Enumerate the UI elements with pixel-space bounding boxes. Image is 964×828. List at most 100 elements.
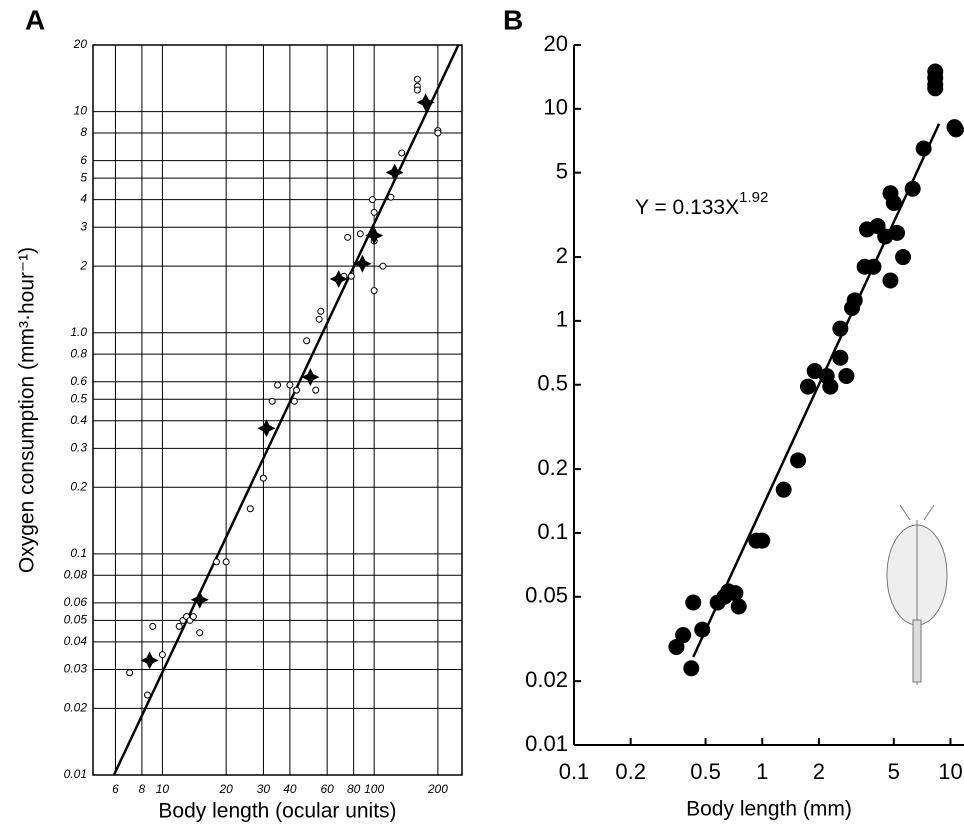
fit-line [112, 44, 460, 776]
x-tick-label: 2 [813, 759, 825, 784]
y-tick-label: 0.01 [64, 767, 87, 781]
data-point [301, 368, 320, 387]
x-axis-label: Body length (mm) [686, 798, 852, 821]
x-tick-label: 8 [139, 782, 146, 796]
data-point [370, 208, 378, 216]
data-point [317, 307, 325, 315]
data-point [730, 598, 747, 615]
data-point [775, 481, 792, 498]
data-point [694, 621, 711, 638]
data-point [212, 558, 220, 566]
data-point [387, 193, 395, 201]
data-point [175, 622, 183, 630]
y-tick-label: 0.02 [64, 701, 88, 715]
y-tick-label: 0.04 [64, 634, 88, 648]
data-point [865, 258, 882, 275]
y-tick-label: 20 [544, 31, 568, 56]
panel: A 6 8 10 20 30 40 60 80 100 200 0.01 0.02 0.03 0.04 0.0… [16, 4, 463, 823]
data-point [274, 381, 282, 389]
data-point [290, 397, 298, 405]
x-tick-label: 1 [756, 759, 768, 784]
x-tick-label: 6 [112, 782, 119, 796]
organism-sketch [886, 504, 948, 685]
x-tick-label: 200 [427, 782, 448, 796]
fit-line [692, 123, 941, 658]
data-point [846, 292, 863, 309]
data-point [832, 320, 849, 337]
data-point [799, 378, 816, 395]
data-point [246, 505, 254, 513]
x-tick-label: 100 [364, 782, 384, 796]
data-point [889, 224, 906, 241]
y-tick-label: 0.4 [70, 413, 87, 427]
data-point [143, 691, 151, 699]
equation-exponent: 1.92 [739, 189, 768, 206]
data-point [416, 93, 435, 112]
y-tick-label: 0.5 [537, 371, 568, 396]
y-tick-label: 6 [80, 153, 87, 167]
y-tick-label: 1 [556, 307, 568, 332]
data-point [312, 386, 320, 394]
x-tick-label: 60 [320, 782, 334, 796]
data-point [822, 378, 839, 395]
y-tick-label: 0.8 [70, 346, 87, 360]
y-tick-label: 5 [80, 170, 87, 184]
data-point [303, 337, 311, 345]
data-point [413, 75, 421, 83]
y-tick-label: 0.05 [525, 583, 568, 608]
x-axis-label: Body length (ocular units) [158, 800, 396, 823]
data-point [882, 272, 899, 289]
y-tick-label: 0.06 [64, 595, 88, 609]
y-tick-label: 0.6 [70, 374, 87, 388]
y-tick-label: 10 [544, 95, 568, 120]
y-tick-label: 0.2 [70, 479, 87, 493]
x-tick-label: 0.2 [615, 759, 646, 784]
equation-text: Y = 0.133X [635, 196, 739, 219]
panel-label: B [503, 4, 523, 35]
x-tick-label: 40 [283, 782, 297, 796]
y-tick-label: 4 [80, 192, 87, 206]
data-point [196, 629, 204, 637]
y-tick-label: 2 [79, 258, 87, 272]
data-point [790, 452, 807, 469]
data-point [379, 262, 387, 270]
data-point [904, 180, 921, 197]
y-tick-label: 0.2 [537, 455, 568, 480]
x-tick-label: 0.5 [690, 759, 721, 784]
data-point [838, 367, 855, 384]
y-tick-label: 0.03 [64, 662, 88, 676]
data-point [286, 381, 294, 389]
data-point [806, 363, 823, 380]
x-tick-label: 30 [257, 782, 271, 796]
data-point [126, 669, 134, 677]
data-point [668, 638, 685, 655]
y-tick-label: 20 [73, 37, 88, 51]
data-point [685, 594, 702, 611]
data-point [347, 272, 355, 280]
data-point [189, 613, 197, 621]
data-point [927, 63, 944, 80]
y-tick-label: 1.0 [70, 325, 87, 339]
y-axis-label: Oxygen consumption (mm³·hour⁻¹) [16, 247, 39, 573]
data-point [895, 249, 912, 266]
y-tick-label: 10 [74, 104, 88, 118]
data-point [158, 651, 166, 659]
y-tick-label: 0.01 [525, 731, 568, 756]
data-point [413, 86, 421, 94]
data-point [353, 254, 372, 273]
data-point [385, 163, 404, 182]
data-point [948, 121, 964, 138]
data-point [832, 349, 849, 366]
y-tick-label: 3 [80, 219, 87, 233]
y-tick-label: 0.1 [537, 519, 568, 544]
data-point [329, 269, 348, 288]
data-point [754, 532, 771, 549]
data-point [222, 558, 230, 566]
data-point [293, 386, 301, 394]
y-tick-label: 0.02 [525, 667, 568, 692]
data-point [344, 233, 352, 241]
data-point [727, 585, 744, 602]
data-point [149, 622, 157, 630]
data-point [356, 230, 364, 238]
